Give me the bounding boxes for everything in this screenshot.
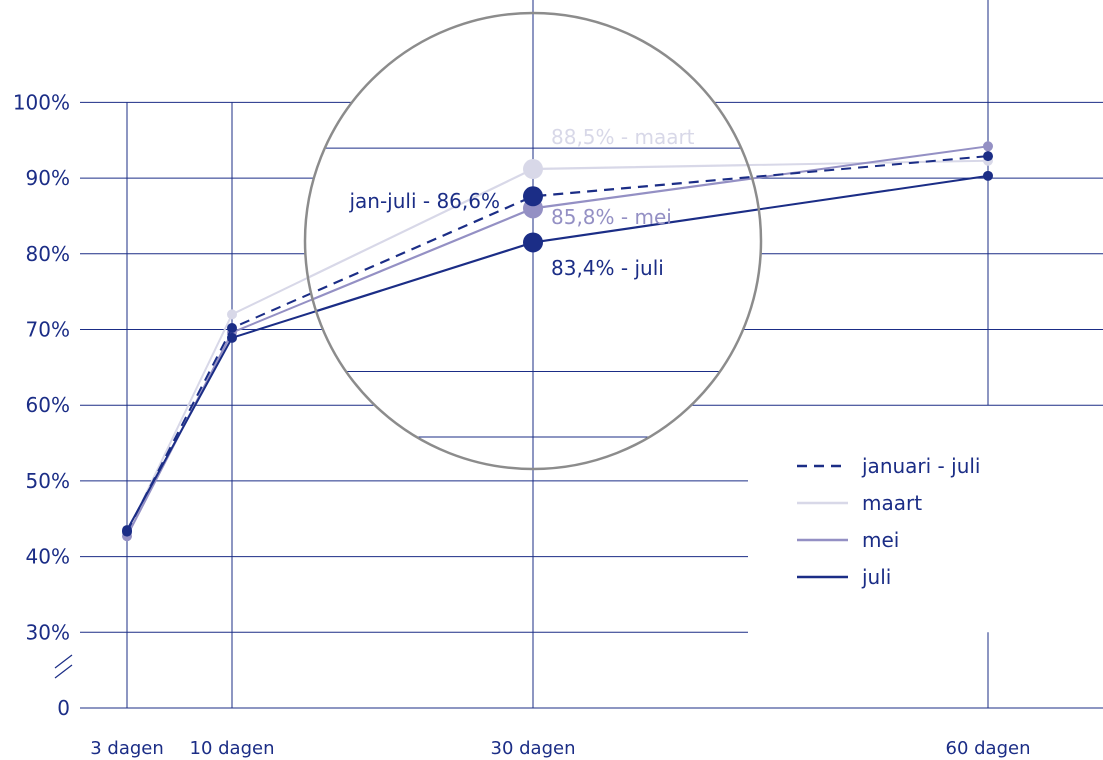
annotations: jan-juli - 86,6% 88,5% - maart 85,8% - mei… <box>348 125 694 280</box>
data-point-jan <box>227 322 237 333</box>
legend-label-mei: mei <box>862 528 899 552</box>
data-point-jan <box>983 151 993 162</box>
legend: januari - juli maart mei juli <box>797 454 980 589</box>
data-point-juli <box>227 332 237 343</box>
x-tick-label: 3 dagen <box>90 738 164 759</box>
legend-label-jan: januari - juli <box>861 454 980 478</box>
data-point-jan-zoom <box>523 186 543 207</box>
y-tick-label: 50% <box>26 469 70 493</box>
legend-label-juli: juli <box>861 565 891 589</box>
data-point-maart <box>227 309 237 320</box>
annotation-juli: 83,4% - juli <box>551 256 664 280</box>
data-point-maart-zoom <box>523 159 543 180</box>
axis-break-mark <box>54 664 73 679</box>
magnifier-ring <box>303 11 763 471</box>
y-tick-label: 0 <box>57 696 70 720</box>
y-tick-label: 80% <box>26 242 70 266</box>
annotation-mei: 85,8% - mei <box>551 205 672 229</box>
axis-break-mark <box>54 654 73 669</box>
y-tick-label: 30% <box>26 620 70 644</box>
y-tick-label: 60% <box>26 393 70 417</box>
y-tick-label: 40% <box>26 545 70 569</box>
x-tick-label: 30 dagen <box>491 738 576 759</box>
y-tick-label: 90% <box>26 166 70 190</box>
data-point-juli <box>983 170 993 181</box>
y-tick-label: 70% <box>26 318 70 342</box>
x-axis: 3 dagen 10 dagen 30 dagen 60 dagen <box>90 738 1030 759</box>
x-tick-label: 10 dagen <box>190 738 275 759</box>
data-point-juli <box>122 525 132 536</box>
data-point-mei <box>983 141 993 152</box>
y-axis: 0 30% 40% 50% 60% 70% 80% 90% 100% <box>13 90 70 720</box>
legend-label-maart: maart <box>862 491 922 515</box>
data-point-juli-zoom <box>523 232 543 253</box>
annotation-jan: jan-juli - 86,6% <box>348 189 500 213</box>
annotation-maart: 88,5% - maart <box>551 125 695 149</box>
y-tick-label: 100% <box>13 90 70 114</box>
x-tick-label: 60 dagen <box>946 738 1031 759</box>
